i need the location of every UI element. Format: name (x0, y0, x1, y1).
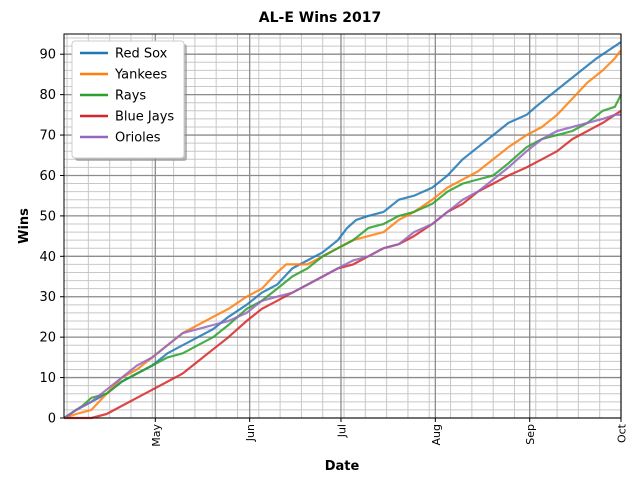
y-tick-label: 10 (39, 371, 56, 386)
y-tick-label: 50 (39, 209, 56, 224)
x-tick-label: Oct (616, 423, 629, 443)
x-tick-label: Jul (335, 424, 348, 438)
x-tick-label: Aug (430, 424, 443, 445)
legend-label-red-sox: Red Sox (115, 47, 168, 62)
x-tick-label: May (150, 424, 163, 447)
legend-label-blue-jays: Blue Jays (115, 110, 174, 125)
y-tick-label: 0 (48, 412, 56, 427)
series-lines (63, 41, 622, 420)
legend-label-rays: Rays (115, 89, 146, 104)
legend-box (71, 40, 185, 159)
series-line-blue-jays (64, 109, 622, 420)
y-tick-label: 30 (39, 290, 56, 305)
y-axis-label: Wins (17, 208, 32, 244)
legend-label-yankees: Yankees (114, 68, 167, 83)
y-tick-label: 70 (39, 129, 56, 144)
legend: Red Sox Yankees Rays Blue Jays Orioles (71, 40, 187, 161)
chart-title: AL-E Wins 2017 (259, 10, 381, 26)
x-tick-label: Jun (244, 424, 257, 442)
legend-label-orioles: Orioles (115, 131, 161, 146)
series-line-orioles (63, 113, 621, 419)
x-tick-label: Sep (524, 424, 537, 445)
plot-frame (63, 33, 622, 419)
x-axis-label: Date (325, 459, 360, 474)
y-tick-label: 40 (39, 250, 56, 265)
axis-ticks: 0 10 20 30 40 50 60 70 80 90 May Jun Jul Aug Sep Oct (39, 48, 628, 447)
y-tick-label: 60 (39, 169, 56, 184)
y-tick-label: 20 (39, 331, 56, 346)
y-tick-label: 80 (39, 88, 56, 103)
y-tick-label: 90 (39, 48, 56, 63)
